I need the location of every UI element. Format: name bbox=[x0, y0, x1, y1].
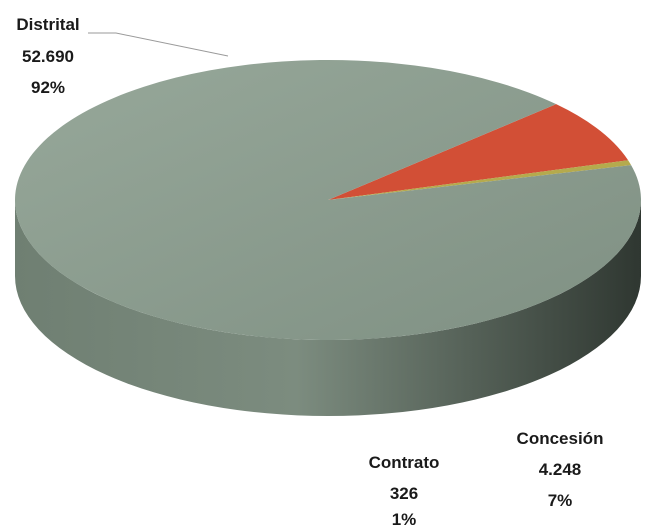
slice-value: 326 bbox=[390, 484, 418, 503]
slice-label-concesion: Concesión 4.248 7% bbox=[517, 429, 604, 510]
slice-distrital bbox=[15, 60, 642, 340]
slice-percent: 92% bbox=[31, 78, 65, 97]
slice-name: Concesión bbox=[517, 429, 604, 448]
slice-side-distrital bbox=[15, 200, 641, 416]
slice-label-distrital: Distrital 52.690 92% bbox=[16, 15, 79, 97]
slice-percent: 1% bbox=[392, 510, 417, 527]
slice-value: 4.248 bbox=[539, 460, 582, 479]
slice-value: 52.690 bbox=[22, 47, 74, 66]
slice-name: Distrital bbox=[16, 15, 79, 34]
slice-name: Contrato bbox=[369, 453, 440, 472]
slice-label-contrato: Contrato 326 1% bbox=[369, 453, 440, 527]
pie-side bbox=[15, 200, 641, 416]
slice-concesion bbox=[328, 104, 629, 200]
slice-contrato bbox=[328, 160, 632, 200]
leader-line-distrital bbox=[88, 32, 229, 57]
pie-top bbox=[15, 60, 642, 340]
slice-percent: 7% bbox=[548, 491, 573, 510]
